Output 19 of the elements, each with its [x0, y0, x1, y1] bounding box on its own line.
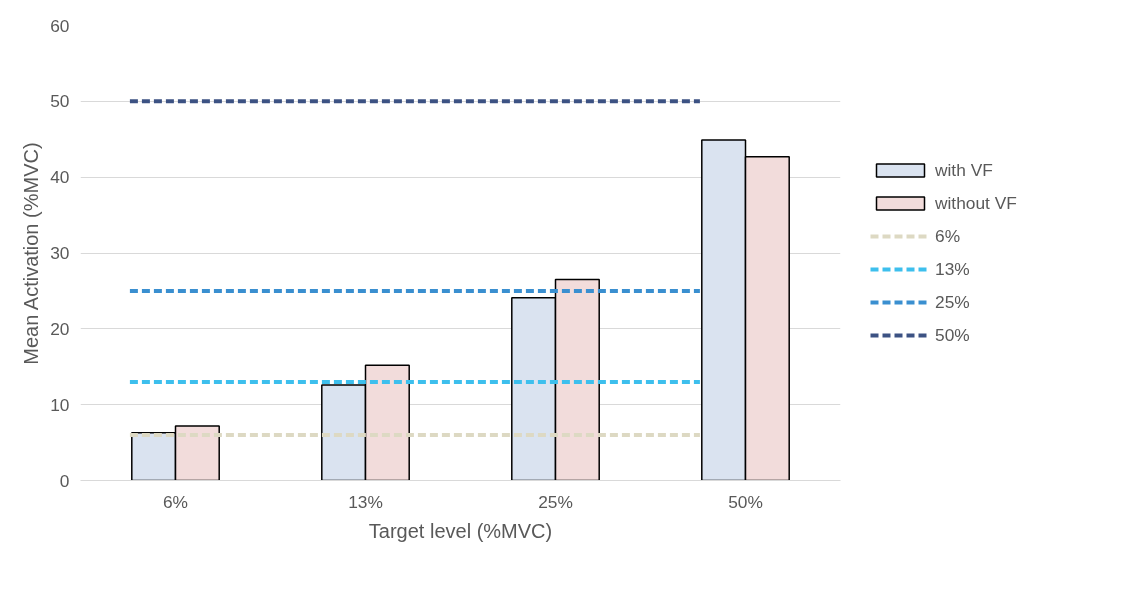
x-axis-title: Target level (%MVC) [368, 519, 553, 542]
y-tick-label: 60 [50, 15, 70, 36]
y-tick-label: 30 [50, 243, 70, 263]
y-tick-label: 50 [50, 91, 70, 112]
y-tick-label: 10 [50, 394, 70, 415]
y-tick-label: 20 [50, 318, 70, 339]
y-tick-label: 40 [50, 167, 70, 188]
x-tick-label: 6% [162, 491, 189, 512]
y-axis-title: Mean Activation (%MVC) [20, 142, 43, 365]
y-tick-label: 0 [59, 470, 70, 491]
legend-label: 6% [935, 225, 961, 247]
legend-label: 13% [935, 258, 970, 280]
legend-label: 25% [935, 291, 970, 313]
legend-label: with VF [935, 159, 993, 181]
x-tick-label: 25% [538, 491, 573, 512]
x-tick-label: 13% [348, 491, 383, 512]
x-tick-label: 50% [728, 491, 763, 512]
legend-label: without VF [935, 192, 1017, 214]
legend-label: 50% [935, 324, 970, 346]
